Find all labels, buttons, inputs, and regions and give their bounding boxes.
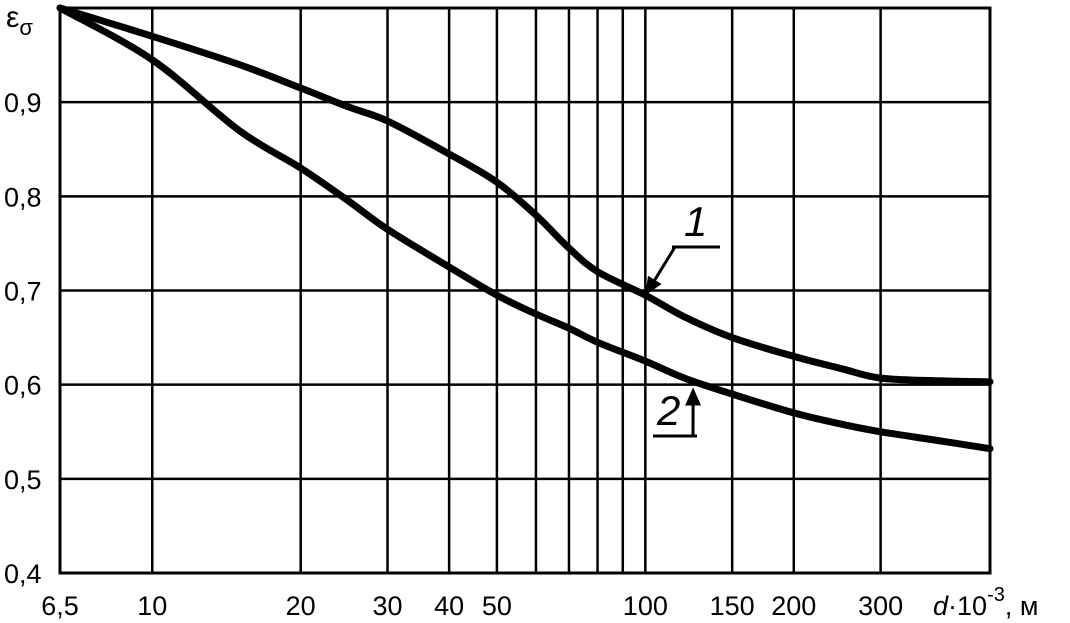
series-line-1	[56, 4, 994, 386]
annotation-arrowhead	[685, 387, 702, 406]
x-tick-labels: 6,5 10 20 30 40 50 100 150 200 300	[41, 591, 903, 621]
x-axis-title: d·10-3, м	[933, 584, 1038, 621]
y-tick-label: 0,9	[4, 88, 42, 118]
x-tick-label: 150	[710, 591, 755, 621]
y-tick-labels: 0,4 0,5 0,6 0,7 0,8 0,9	[4, 88, 42, 589]
x-tick-label: 100	[623, 591, 668, 621]
plot-frame	[58, 6, 992, 575]
curve-annotations: 12	[645, 198, 720, 438]
x-tick-label: 50	[482, 591, 512, 621]
x-tick-label: 300	[858, 591, 903, 621]
x-tick-label: 10	[137, 591, 167, 621]
y-tick-label: 0,4	[4, 559, 42, 589]
x-axis-multiplier: ·10	[948, 591, 987, 621]
y-axis-symbol: ε	[6, 1, 19, 34]
y-tick-label: 0,7	[4, 277, 42, 307]
y-tick-label: 0,6	[4, 371, 42, 401]
annotation-label: 2	[656, 387, 680, 434]
x-axis-variable: d	[933, 591, 949, 621]
x-tick-label: 30	[372, 591, 402, 621]
annotation-leader	[691, 405, 697, 438]
annotation-label: 1	[684, 198, 707, 245]
x-tick-label: 20	[286, 591, 316, 621]
y-axis-title: εσ	[6, 1, 33, 40]
annotation-leader	[653, 245, 720, 281]
x-axis-unit: , м	[1005, 591, 1039, 621]
y-tick-label: 0,8	[4, 182, 42, 212]
y-axis-subscript: σ	[19, 15, 33, 40]
annotation-arrowhead	[645, 275, 662, 296]
x-tick-label: 200	[771, 591, 816, 621]
series-line-2	[56, 4, 994, 453]
curves	[56, 4, 994, 453]
x-tick-label: 6,5	[41, 591, 79, 621]
x-tick-label: 40	[434, 591, 464, 621]
y-tick-label: 0,5	[4, 465, 42, 495]
x-axis-exponent: -3	[987, 584, 1005, 606]
y-gridlines	[60, 100, 990, 481]
